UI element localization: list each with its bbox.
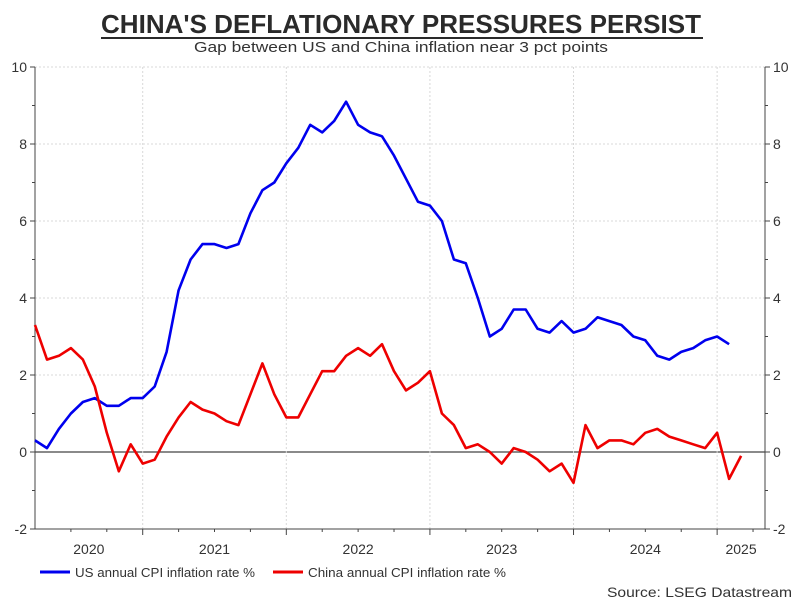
x-tick-label: 2021: [199, 541, 230, 557]
y-tick-label-left: 0: [19, 444, 27, 460]
y-tick-label-left: 8: [19, 136, 27, 152]
y-tick-label-right: 4: [773, 290, 781, 306]
legend-label-china: China annual CPI inflation rate %: [308, 565, 506, 580]
y-tick-label-left: 10: [11, 59, 27, 75]
legend: US annual CPI inflation rate % China ann…: [40, 565, 506, 580]
y-tick-label-left: 2: [19, 367, 27, 383]
x-tick-label: 2025: [725, 541, 756, 557]
y-tick-label-left: 6: [19, 213, 27, 229]
axes: -2 -2 0 0 2 2 4 4 6 6 8 8 10 10 2020 2021 2022 2023 2024 20…: [11, 59, 788, 557]
y-tick-label-right: -2: [773, 521, 786, 537]
series-lines: [33, 100, 743, 485]
x-tick-label: 2020: [73, 541, 104, 557]
y-tick-label-right: 2: [773, 367, 781, 383]
y-tick-label-right: 0: [773, 444, 781, 460]
x-tick-label: 2023: [486, 541, 517, 557]
chart-subtitle: Gap between US and China inflation near …: [194, 40, 608, 56]
us-cpi-line: [34, 100, 730, 450]
legend-label-us: US annual CPI inflation rate %: [75, 565, 255, 580]
chart-title: CHINA'S DEFLATIONARY PRESSURES PERSIST: [101, 9, 701, 39]
china-cpi-line: [33, 324, 743, 485]
y-tick-label-right: 6: [773, 213, 781, 229]
y-tick-label-left: -2: [15, 521, 28, 537]
y-tick-label-left: 4: [19, 290, 27, 306]
y-tick-label-right: 10: [773, 59, 789, 75]
x-tick-label: 2024: [630, 541, 661, 557]
source-note: Source: LSEG Datastream: [607, 584, 792, 600]
x-tick-label: 2022: [343, 541, 374, 557]
y-tick-label-right: 8: [773, 136, 781, 152]
grid: [35, 66, 765, 529]
